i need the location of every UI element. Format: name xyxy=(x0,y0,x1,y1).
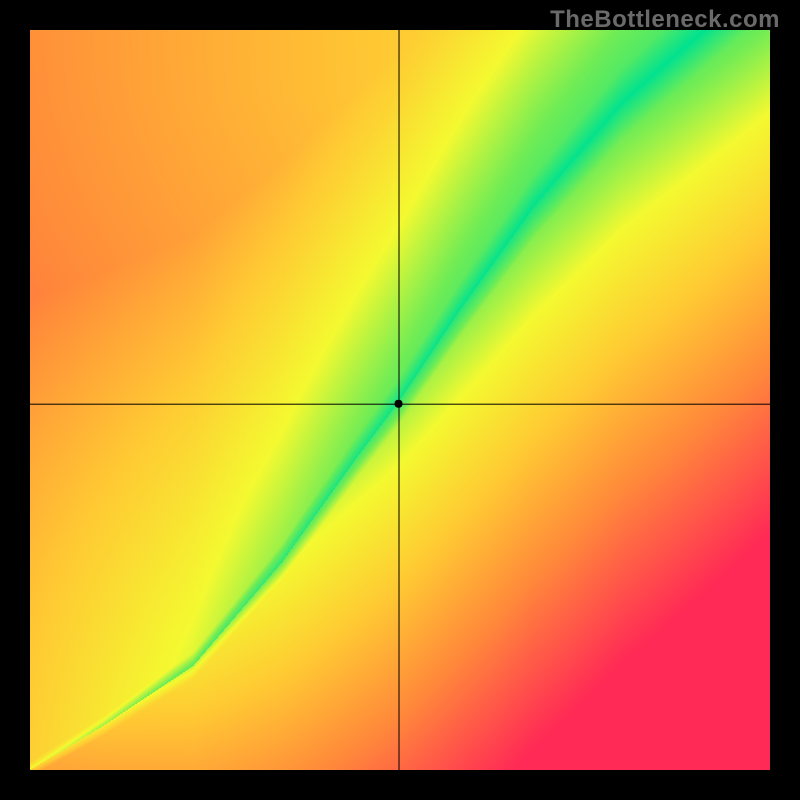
chart-container: TheBottleneck.com xyxy=(0,0,800,800)
bottleneck-heatmap xyxy=(30,30,770,770)
